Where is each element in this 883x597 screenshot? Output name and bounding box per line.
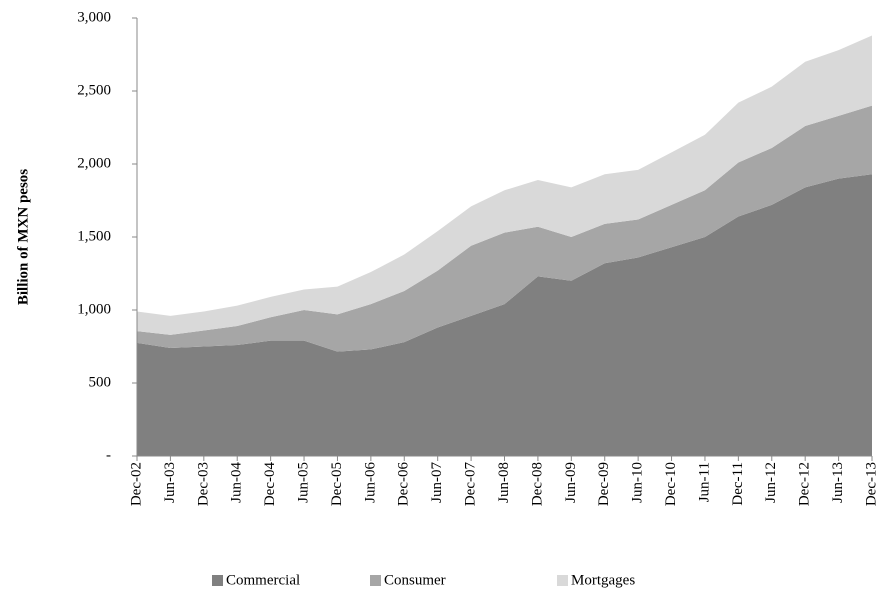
x-tick-label: Jun-13 (830, 462, 846, 503)
x-tick-label: Dec-02 (128, 462, 144, 506)
area (137, 105, 872, 352)
x-tick-label: Dec-04 (262, 462, 278, 507)
x-tick-label: Jun-09 (563, 462, 579, 503)
x-tick-label: Jun-03 (162, 462, 178, 503)
x-tick-label: Jun-07 (429, 462, 445, 503)
legend-swatch (370, 575, 381, 586)
legend-swatch (557, 575, 568, 586)
x-tick-label: Dec-09 (596, 462, 612, 506)
legend-label: Consumer (384, 572, 446, 588)
area (137, 174, 872, 456)
x-tick-label: Jun-10 (630, 462, 646, 503)
x-tick-label: Dec-10 (663, 462, 679, 506)
y-tick-label: 3,000 (77, 9, 111, 25)
x-tick-label: Dec-07 (463, 462, 479, 507)
y-axis-label: Billion of MXN pesos (15, 169, 31, 305)
y-tick-label: 1,000 (77, 301, 111, 317)
x-tick-label: Jun-08 (496, 462, 512, 503)
x-tick-label: Dec-13 (863, 462, 879, 506)
x-tick-label: Jun-11 (696, 462, 712, 502)
x-tick-label: Dec-12 (797, 462, 813, 506)
x-tick-label: Jun-04 (229, 462, 245, 503)
legend-swatch (212, 575, 223, 586)
y-tick-label: 1,500 (77, 228, 111, 244)
y-tick-label: - (106, 447, 111, 463)
y-tick-label: 2,000 (77, 155, 111, 171)
x-tick-label: Dec-06 (396, 462, 412, 507)
x-tick-label: Dec-08 (529, 462, 545, 506)
legend-label: Mortgages (571, 572, 635, 588)
x-tick-label: Jun-12 (763, 462, 779, 503)
x-tick-label: Dec-11 (730, 462, 746, 506)
x-tick-label: Dec-03 (195, 462, 211, 506)
x-tick-label: Dec-05 (329, 462, 345, 506)
y-tick-label: 500 (89, 374, 112, 390)
x-tick-label: Jun-05 (295, 462, 311, 503)
legend-label: Commercial (226, 572, 300, 588)
y-tick-label: 2,500 (77, 82, 111, 98)
x-tick-label: Jun-06 (362, 462, 378, 503)
